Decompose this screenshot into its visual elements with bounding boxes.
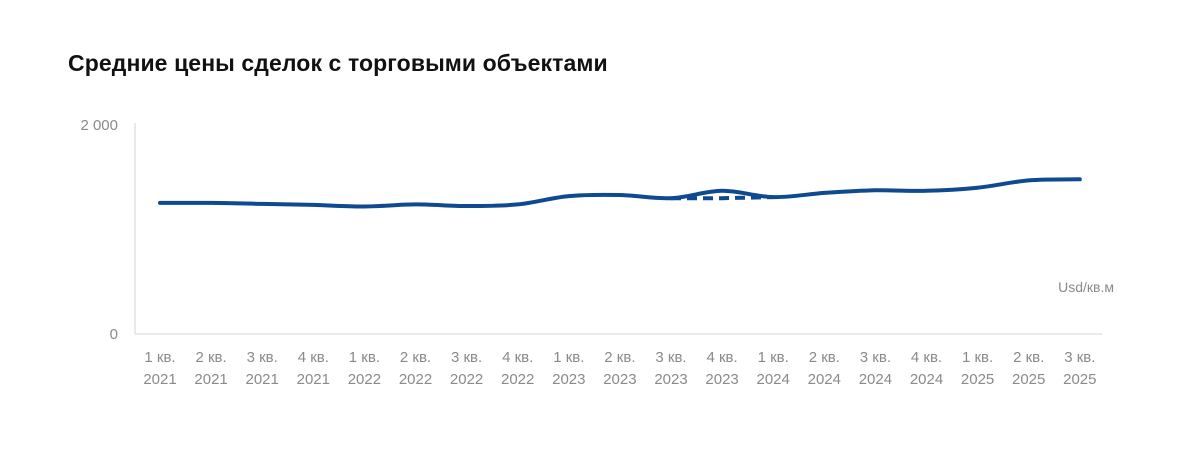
- x-tick-label: 4 кв. 2024: [910, 349, 943, 388]
- x-tick-label: 2 кв. 2024: [808, 349, 841, 388]
- x-tick-label: 1 кв. 2022: [348, 349, 381, 388]
- x-tick-label: 1 кв. 2021: [143, 349, 176, 388]
- x-axis-ticks: 1 кв. 2021 2 кв. 2021 3 кв. 2021 4 кв. 2021 1 кв…: [143, 349, 1096, 388]
- x-tick-label: 2 кв. 2023: [603, 349, 636, 388]
- series-line: [158, 177, 1082, 209]
- x-tick-label: 4 кв. 2022: [501, 349, 534, 388]
- x-tick-label: 3 кв. 2025: [1063, 349, 1096, 388]
- x-tick-label: 4 кв. 2021: [297, 349, 330, 388]
- series-lines: [158, 177, 1082, 209]
- x-tick-label: 4 кв. 2023: [705, 349, 738, 388]
- y-axis-ticks: 0 2 000: [80, 117, 118, 343]
- x-tick-label: 1 кв. 2025: [961, 349, 994, 388]
- y-tick-label: 2 000: [80, 117, 118, 134]
- series-line-dashed: [671, 195, 774, 201]
- unit-label: Usd/кв.м: [1058, 279, 1114, 295]
- x-tick-label: 2 кв. 2021: [194, 349, 227, 388]
- x-tick-label: 3 кв. 2023: [654, 349, 687, 388]
- chart-title: Средние цены сделок с торговыми объектам…: [68, 50, 608, 76]
- x-tick-label: 2 кв. 2022: [399, 349, 432, 388]
- axes: [134, 123, 1102, 335]
- y-tick-label: 0: [110, 326, 118, 343]
- x-tick-label: 3 кв. 2022: [450, 349, 483, 388]
- x-tick-label: 3 кв. 2024: [859, 349, 892, 388]
- x-tick-label: 1 кв. 2023: [552, 349, 585, 388]
- x-tick-label: 3 кв. 2021: [246, 349, 279, 388]
- x-tick-label: 2 кв. 2025: [1012, 349, 1045, 388]
- x-tick-label: 1 кв. 2024: [757, 349, 790, 388]
